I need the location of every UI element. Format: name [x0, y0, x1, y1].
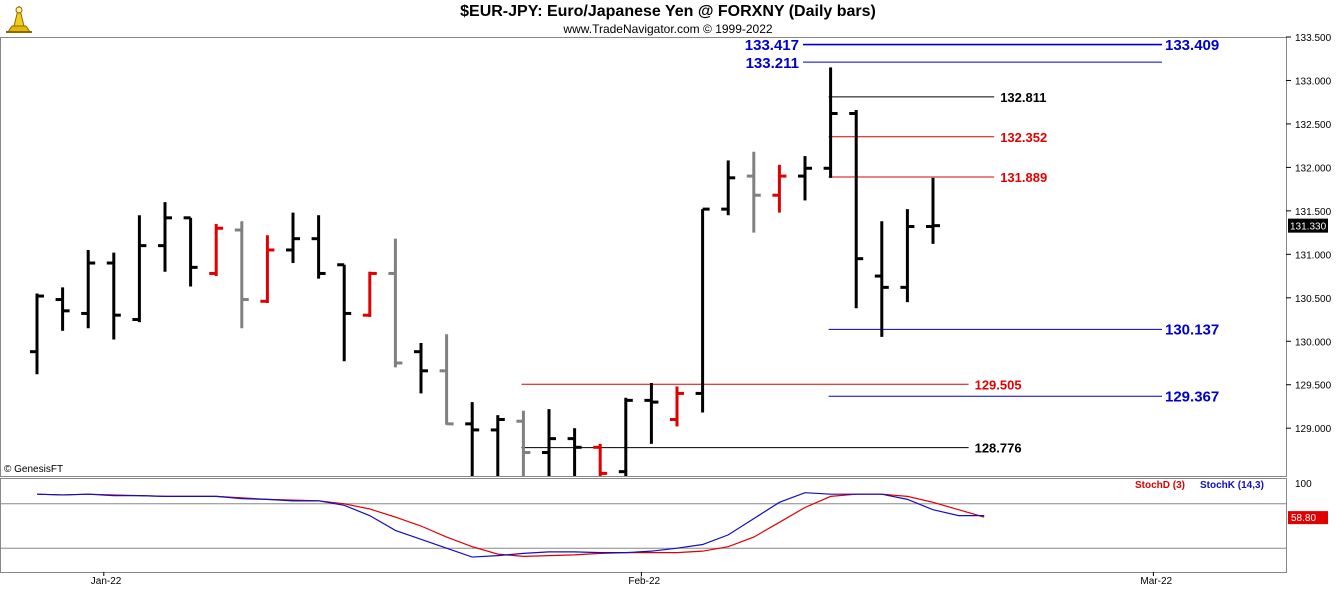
- ohlc-bar: [183, 216, 198, 287]
- stoch-d-legend: StochD (3): [1135, 480, 1185, 491]
- ohlc-bar: [362, 271, 377, 317]
- level-label: 129.505: [975, 377, 1022, 392]
- y-tick-label: 133.500: [1295, 33, 1332, 44]
- chart-subtitle: www.TradeNavigator.com © 1999-2022: [563, 22, 773, 36]
- ohlc-bar: [695, 207, 710, 413]
- level-label: 133.211: [746, 55, 799, 72]
- ohlc-bar: [644, 382, 659, 444]
- ohlc-bar: [414, 342, 428, 394]
- y-tick-label: 130.000: [1295, 337, 1332, 348]
- ohlc-bar: [849, 110, 864, 309]
- ohlc-bar: [593, 443, 608, 476]
- ohlc-bar: [670, 386, 684, 427]
- ohlc-bar: [926, 177, 940, 244]
- ohlc-bar: [260, 235, 275, 304]
- ohlc-bar: [286, 212, 300, 264]
- y-tick-label: 129.000: [1295, 424, 1332, 435]
- level-label: 128.776: [975, 441, 1022, 456]
- ohlc-bar: [311, 215, 326, 279]
- level-label: 133.409: [1165, 37, 1219, 54]
- level-label: 133.417: [745, 37, 799, 54]
- y-tick-label: 133.000: [1295, 76, 1332, 87]
- stoch-last-box: [1288, 511, 1328, 525]
- stoch-k-legend: StochK (14,3): [1200, 480, 1264, 491]
- ohlc-bar: [337, 263, 352, 362]
- stoch-panel-border: [0, 478, 1287, 573]
- x-tick-label: Mar-22: [1140, 576, 1172, 587]
- ohlc-bar: [746, 151, 761, 233]
- ohlc-bar: [823, 67, 838, 178]
- level-label: 132.811: [1000, 90, 1046, 105]
- ohlc-bar: [106, 252, 121, 340]
- y-tick-label: 131.500: [1295, 207, 1332, 218]
- ohlc-bar: [874, 221, 889, 337]
- genesis-logo-icon: [6, 5, 32, 33]
- ohlc-bar: [900, 209, 915, 303]
- x-tick-label: Jan-22: [91, 576, 122, 587]
- ohlc-bar: [567, 428, 582, 476]
- level-label: 132.352: [1000, 130, 1047, 145]
- ohlc-bar: [132, 215, 147, 323]
- last-price-box: [1288, 218, 1328, 233]
- ohlc-bar: [209, 223, 224, 277]
- stoch-last-label: 58.80: [1291, 513, 1316, 524]
- level-label: 129.367: [1165, 388, 1219, 405]
- last-price-label: 131.330: [1290, 222, 1327, 233]
- ohlc-bar: [234, 221, 249, 329]
- ohlc-bar: [798, 156, 812, 201]
- price-panel-border: [0, 37, 1287, 477]
- ohlc-bar: [30, 293, 44, 375]
- ohlc-bar: [388, 238, 403, 368]
- y-tick-label: 132.500: [1295, 120, 1332, 131]
- ohlc-bar: [158, 202, 172, 272]
- level-label: 131.889: [1000, 170, 1047, 185]
- stoch-series-line: [36, 492, 985, 558]
- stoch-tick-label: 100: [1295, 479, 1312, 490]
- y-tick-label: 131.000: [1295, 250, 1332, 261]
- ohlc-bar: [465, 402, 480, 476]
- ohlc-bar: [772, 164, 787, 213]
- y-tick-label: 130.500: [1295, 294, 1332, 305]
- ohlc-bar: [490, 415, 505, 476]
- ohlc-bar: [542, 409, 556, 476]
- level-label: 130.137: [1165, 321, 1219, 338]
- ohlc-bar: [55, 287, 70, 331]
- ohlc-bar: [81, 249, 96, 329]
- copyright-label: © GenesisFT: [4, 464, 63, 475]
- chart-title: $EUR-JPY: Euro/Japanese Yen @ FORXNY (Da…: [460, 3, 876, 20]
- ohlc-bar: [618, 397, 633, 476]
- ohlc-bar: [439, 334, 454, 426]
- y-tick-label: 132.000: [1295, 163, 1332, 174]
- y-tick-label: 129.500: [1295, 381, 1332, 392]
- x-tick-label: Feb-22: [628, 576, 660, 587]
- ohlc-bar: [516, 410, 531, 476]
- ohlc-bar: [721, 160, 736, 216]
